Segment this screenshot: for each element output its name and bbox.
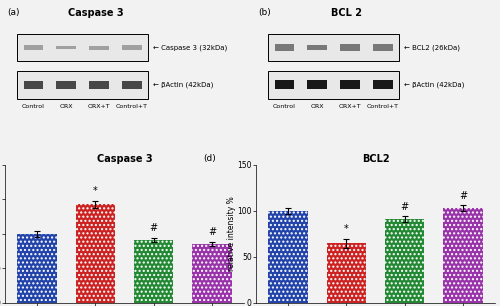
- Text: BCL 2: BCL 2: [332, 8, 362, 17]
- Bar: [340, 44, 360, 50]
- Bar: [373, 44, 393, 51]
- Text: Control+T: Control+T: [367, 104, 399, 109]
- Text: #: #: [150, 223, 158, 233]
- Bar: [308, 80, 327, 89]
- Bar: [274, 44, 294, 51]
- Text: *: *: [93, 186, 98, 196]
- Bar: [385, 219, 424, 303]
- Text: Control+T: Control+T: [116, 104, 148, 109]
- Bar: [17, 34, 148, 61]
- Bar: [326, 243, 366, 303]
- Text: (d): (d): [204, 154, 216, 163]
- Text: ORX+T: ORX+T: [339, 104, 361, 109]
- Bar: [56, 81, 76, 89]
- Text: ← Caspase 3 (32kDa): ← Caspase 3 (32kDa): [153, 44, 228, 51]
- Bar: [268, 34, 400, 61]
- Bar: [90, 81, 109, 89]
- Bar: [192, 244, 232, 303]
- Bar: [17, 71, 148, 99]
- Bar: [340, 80, 360, 89]
- Bar: [76, 204, 115, 303]
- Text: (b): (b): [258, 8, 271, 17]
- Bar: [56, 46, 76, 49]
- Text: #: #: [459, 191, 467, 200]
- Bar: [373, 80, 393, 89]
- Title: Caspase 3: Caspase 3: [96, 154, 152, 164]
- Text: ← BCL2 (26kDa): ← BCL2 (26kDa): [404, 44, 460, 51]
- Bar: [268, 211, 308, 303]
- Text: Caspase 3: Caspase 3: [68, 8, 124, 17]
- Bar: [134, 240, 173, 303]
- Bar: [24, 45, 43, 50]
- Text: #: #: [400, 202, 408, 211]
- Title: BCL2: BCL2: [362, 154, 390, 164]
- Text: ← βActin (42kDa): ← βActin (42kDa): [404, 82, 464, 88]
- Bar: [274, 80, 294, 89]
- Text: (a): (a): [8, 8, 20, 17]
- Text: ORX: ORX: [60, 104, 73, 109]
- Bar: [90, 46, 109, 50]
- Bar: [268, 71, 400, 99]
- Bar: [443, 208, 483, 303]
- Y-axis label: relative intensity %: relative intensity %: [227, 196, 236, 271]
- Text: Control: Control: [22, 104, 45, 109]
- Bar: [308, 45, 327, 50]
- Text: ORX: ORX: [310, 104, 324, 109]
- Text: ORX+T: ORX+T: [88, 104, 110, 109]
- Bar: [17, 234, 57, 303]
- Text: #: #: [208, 227, 216, 237]
- Text: *: *: [344, 224, 348, 234]
- Bar: [122, 45, 142, 50]
- Bar: [122, 81, 142, 89]
- Text: ← βActin (42kDa): ← βActin (42kDa): [153, 82, 214, 88]
- Text: Control: Control: [273, 104, 296, 109]
- Bar: [24, 81, 43, 89]
